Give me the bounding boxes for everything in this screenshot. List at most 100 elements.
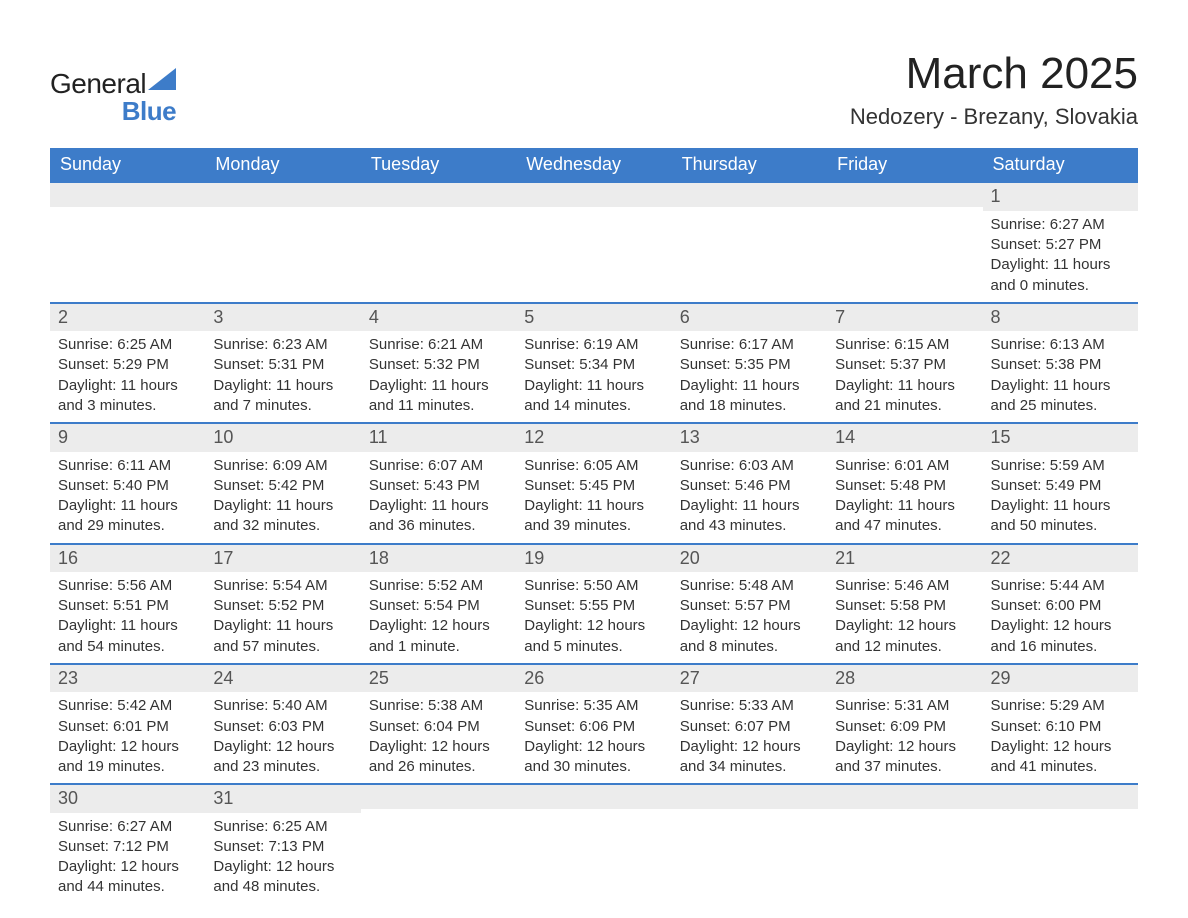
day-daylight1: Daylight: 11 hours xyxy=(213,616,352,636)
day-body: Sunrise: 6:03 AMSunset: 5:46 PMDaylight:… xyxy=(672,452,827,543)
day-sunset: Sunset: 5:42 PM xyxy=(213,476,352,496)
day-sunrise: Sunrise: 5:38 AM xyxy=(369,696,508,716)
day-number: 23 xyxy=(50,665,205,692)
day-daylight1: Daylight: 12 hours xyxy=(369,616,508,636)
weekday-header: Wednesday xyxy=(516,148,671,183)
day-number: 19 xyxy=(516,545,671,572)
day-daylight1: Daylight: 11 hours xyxy=(58,496,197,516)
day-number: 2 xyxy=(50,304,205,331)
day-sunrise: Sunrise: 6:13 AM xyxy=(991,335,1130,355)
day-number: 15 xyxy=(983,424,1138,451)
day-daylight1: Daylight: 11 hours xyxy=(524,376,663,396)
calendar-day-cell xyxy=(361,784,516,903)
calendar-day-cell: 11Sunrise: 6:07 AMSunset: 5:43 PMDayligh… xyxy=(361,423,516,543)
calendar-day-cell xyxy=(361,183,516,302)
day-body xyxy=(672,207,827,285)
day-body: Sunrise: 6:01 AMSunset: 5:48 PMDaylight:… xyxy=(827,452,982,543)
day-daylight2: and 50 minutes. xyxy=(991,516,1130,536)
day-sunrise: Sunrise: 5:33 AM xyxy=(680,696,819,716)
day-sunset: Sunset: 5:54 PM xyxy=(369,596,508,616)
day-body: Sunrise: 6:13 AMSunset: 5:38 PMDaylight:… xyxy=(983,331,1138,422)
calendar-day-cell: 27Sunrise: 5:33 AMSunset: 6:07 PMDayligh… xyxy=(672,664,827,784)
day-daylight2: and 36 minutes. xyxy=(369,516,508,536)
calendar-day-cell xyxy=(827,183,982,302)
day-body: Sunrise: 5:42 AMSunset: 6:01 PMDaylight:… xyxy=(50,692,205,783)
day-number: 29 xyxy=(983,665,1138,692)
calendar-day-cell: 12Sunrise: 6:05 AMSunset: 5:45 PMDayligh… xyxy=(516,423,671,543)
day-daylight2: and 25 minutes. xyxy=(991,396,1130,416)
logo-text-block: General Blue xyxy=(50,68,176,127)
day-sunrise: Sunrise: 6:09 AM xyxy=(213,456,352,476)
calendar-day-cell: 4Sunrise: 6:21 AMSunset: 5:32 PMDaylight… xyxy=(361,303,516,423)
day-sunset: Sunset: 5:52 PM xyxy=(213,596,352,616)
day-daylight2: and 39 minutes. xyxy=(524,516,663,536)
logo-triangle-icon xyxy=(148,68,176,95)
day-daylight2: and 21 minutes. xyxy=(835,396,974,416)
day-daylight1: Daylight: 12 hours xyxy=(680,616,819,636)
calendar-day-cell xyxy=(827,784,982,903)
day-daylight2: and 47 minutes. xyxy=(835,516,974,536)
weekday-header: Thursday xyxy=(672,148,827,183)
day-daylight2: and 57 minutes. xyxy=(213,637,352,657)
day-sunrise: Sunrise: 6:27 AM xyxy=(58,817,197,837)
day-body: Sunrise: 6:27 AMSunset: 7:12 PMDaylight:… xyxy=(50,813,205,904)
day-number: 13 xyxy=(672,424,827,451)
calendar-day-cell xyxy=(50,183,205,302)
weekday-header: Sunday xyxy=(50,148,205,183)
day-number xyxy=(205,183,360,207)
day-sunset: Sunset: 5:51 PM xyxy=(58,596,197,616)
day-number: 20 xyxy=(672,545,827,572)
day-sunrise: Sunrise: 5:54 AM xyxy=(213,576,352,596)
day-body: Sunrise: 5:29 AMSunset: 6:10 PMDaylight:… xyxy=(983,692,1138,783)
day-number: 18 xyxy=(361,545,516,572)
day-body: Sunrise: 5:46 AMSunset: 5:58 PMDaylight:… xyxy=(827,572,982,663)
calendar-day-cell xyxy=(516,183,671,302)
day-daylight1: Daylight: 11 hours xyxy=(680,376,819,396)
day-daylight2: and 41 minutes. xyxy=(991,757,1130,777)
day-daylight1: Daylight: 12 hours xyxy=(369,737,508,757)
calendar-table: Sunday Monday Tuesday Wednesday Thursday… xyxy=(50,148,1138,903)
day-sunrise: Sunrise: 6:15 AM xyxy=(835,335,974,355)
day-sunrise: Sunrise: 6:25 AM xyxy=(213,817,352,837)
day-body xyxy=(205,207,360,285)
day-number: 17 xyxy=(205,545,360,572)
day-sunset: Sunset: 5:48 PM xyxy=(835,476,974,496)
day-number xyxy=(827,785,982,809)
calendar-day-cell: 16Sunrise: 5:56 AMSunset: 5:51 PMDayligh… xyxy=(50,544,205,664)
day-body: Sunrise: 5:31 AMSunset: 6:09 PMDaylight:… xyxy=(827,692,982,783)
calendar-body: 1Sunrise: 6:27 AMSunset: 5:27 PMDaylight… xyxy=(50,183,1138,903)
day-daylight1: Daylight: 11 hours xyxy=(835,496,974,516)
calendar-day-cell: 26Sunrise: 5:35 AMSunset: 6:06 PMDayligh… xyxy=(516,664,671,784)
day-daylight1: Daylight: 11 hours xyxy=(991,255,1130,275)
day-daylight2: and 54 minutes. xyxy=(58,637,197,657)
day-body: Sunrise: 5:56 AMSunset: 5:51 PMDaylight:… xyxy=(50,572,205,663)
calendar-week-row: 30Sunrise: 6:27 AMSunset: 7:12 PMDayligh… xyxy=(50,784,1138,903)
day-sunrise: Sunrise: 5:46 AM xyxy=(835,576,974,596)
day-sunset: Sunset: 6:04 PM xyxy=(369,717,508,737)
day-number xyxy=(672,183,827,207)
day-number: 21 xyxy=(827,545,982,572)
calendar-day-cell: 1Sunrise: 6:27 AMSunset: 5:27 PMDaylight… xyxy=(983,183,1138,302)
day-daylight2: and 26 minutes. xyxy=(369,757,508,777)
day-sunrise: Sunrise: 6:19 AM xyxy=(524,335,663,355)
day-daylight1: Daylight: 12 hours xyxy=(213,857,352,877)
day-sunrise: Sunrise: 6:05 AM xyxy=(524,456,663,476)
day-body: Sunrise: 5:50 AMSunset: 5:55 PMDaylight:… xyxy=(516,572,671,663)
day-number: 7 xyxy=(827,304,982,331)
day-body: Sunrise: 6:19 AMSunset: 5:34 PMDaylight:… xyxy=(516,331,671,422)
weekday-header: Friday xyxy=(827,148,982,183)
day-daylight2: and 14 minutes. xyxy=(524,396,663,416)
day-daylight2: and 29 minutes. xyxy=(58,516,197,536)
calendar-day-cell xyxy=(672,784,827,903)
day-sunrise: Sunrise: 5:44 AM xyxy=(991,576,1130,596)
day-body xyxy=(672,809,827,887)
day-body xyxy=(361,809,516,887)
calendar-day-cell: 22Sunrise: 5:44 AMSunset: 6:00 PMDayligh… xyxy=(983,544,1138,664)
day-sunset: Sunset: 5:27 PM xyxy=(991,235,1130,255)
day-number xyxy=(50,183,205,207)
day-sunrise: Sunrise: 6:11 AM xyxy=(58,456,197,476)
day-body xyxy=(516,809,671,887)
day-daylight1: Daylight: 12 hours xyxy=(835,616,974,636)
day-body xyxy=(983,809,1138,887)
calendar-day-cell: 23Sunrise: 5:42 AMSunset: 6:01 PMDayligh… xyxy=(50,664,205,784)
